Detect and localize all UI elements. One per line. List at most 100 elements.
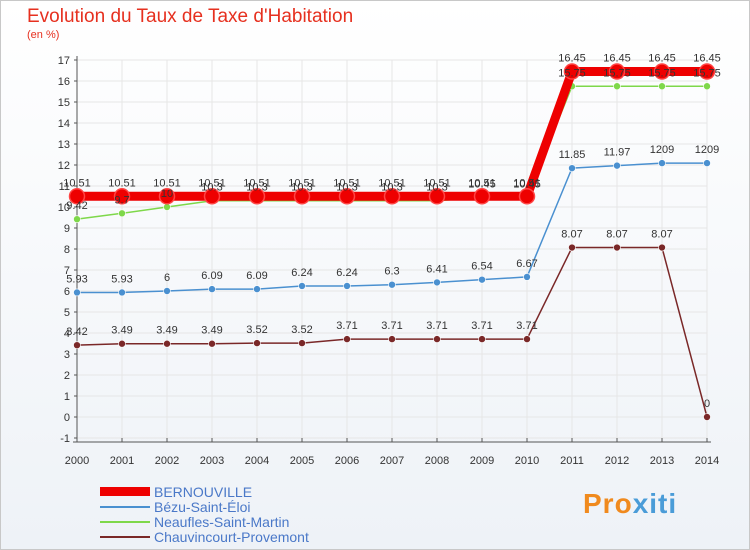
data-label-bernouville: 10.51 xyxy=(288,177,316,189)
data-label-bernouville: 10.51 xyxy=(108,177,136,189)
legend-swatch xyxy=(100,520,150,523)
data-label-bernouville: 10.51 xyxy=(378,177,406,189)
x-tick-label: 2009 xyxy=(470,455,494,467)
data-label-bernouville: 10.51 xyxy=(423,177,451,189)
data-point-chauvincourt-provemont xyxy=(118,339,126,348)
data-label-bernouville: 10.51 xyxy=(513,177,541,189)
data-label-bernouville: 16.45 xyxy=(693,53,721,65)
data-label-chauvincourt-provemont: 3.71 xyxy=(516,320,537,332)
y-tick-label: 6 xyxy=(64,286,70,298)
legend-swatch xyxy=(100,505,150,508)
x-tick-label: 2006 xyxy=(335,455,359,467)
data-label-chauvincourt-provemont: 3.49 xyxy=(111,325,132,337)
data-label-bernouville: 10.51 xyxy=(243,177,271,189)
data-point-chauvincourt-provemont xyxy=(73,341,81,349)
data-label-neaufles-saint-martin: 10.3 xyxy=(246,182,267,194)
y-tick-label: 10 xyxy=(58,202,70,214)
data-point-chauvincourt-provemont xyxy=(253,339,261,347)
data-point-b-zu-saint-loi xyxy=(658,159,666,167)
unit-label: (en %) xyxy=(27,29,60,41)
brand-logo-part2: xiti xyxy=(632,488,678,519)
x-tick-label: 2010 xyxy=(515,455,539,467)
data-label-chauvincourt-provemont: 3.42 xyxy=(66,326,87,338)
x-tick-label: 2005 xyxy=(290,455,314,467)
data-point-chauvincourt-provemont xyxy=(388,335,396,343)
x-tick-label: 2002 xyxy=(155,455,179,467)
data-label-bernouville: 16.45 xyxy=(648,53,676,65)
y-tick-label: 14 xyxy=(58,118,70,130)
y-tick-label: 1 xyxy=(64,391,70,403)
data-label-b-zu-saint-loi: 6.67 xyxy=(516,258,537,270)
data-point-neaufles-saint-martin xyxy=(73,215,81,223)
data-label-b-zu-saint-loi: 5.93 xyxy=(111,273,132,285)
y-tick-label: 2 xyxy=(64,370,70,382)
legend-swatch xyxy=(100,487,150,496)
data-label-chauvincourt-provemont: 3.71 xyxy=(336,320,357,332)
x-tick-label: 2008 xyxy=(425,455,449,467)
data-label-bernouville: 10.51 xyxy=(333,177,361,189)
legend-item: Bézu-Saint-Éloi xyxy=(100,498,309,515)
data-point-bernouville xyxy=(473,188,491,205)
data-point-b-zu-saint-loi xyxy=(208,285,216,293)
data-point-b-zu-saint-loi xyxy=(298,282,306,290)
y-tick-label: 17 xyxy=(58,55,70,67)
data-point-chauvincourt-provemont xyxy=(703,413,711,421)
data-label-b-zu-saint-loi: 11.85 xyxy=(559,149,586,161)
data-label-b-zu-saint-loi: 6.24 xyxy=(291,267,312,279)
data-point-chauvincourt-provemont xyxy=(658,243,666,252)
y-tick-label: 7 xyxy=(64,265,70,277)
data-point-bernouville xyxy=(248,188,266,205)
data-label-neaufles-saint-martin: 10.3 xyxy=(381,182,402,194)
data-label-neaufles-saint-martin: 15.75 xyxy=(603,67,631,79)
data-label-b-zu-saint-loi: 1209 xyxy=(650,144,674,156)
data-point-bernouville xyxy=(563,63,581,80)
data-point-bernouville xyxy=(383,188,401,205)
data-point-b-zu-saint-loi xyxy=(703,159,711,167)
data-label-b-zu-saint-loi: 6.3 xyxy=(384,266,399,278)
data-label-chauvincourt-provemont: 0 xyxy=(704,398,710,410)
brand-logo-part1: Pro xyxy=(583,488,633,519)
data-point-bernouville xyxy=(203,188,221,205)
data-point-b-zu-saint-loi xyxy=(73,288,81,297)
y-tick-label: 0 xyxy=(64,412,70,424)
legend-item: BERNOUVILLE xyxy=(100,484,309,500)
data-label-neaufles-saint-martin: 10.3 xyxy=(201,182,222,194)
x-tick-label: 2014 xyxy=(695,455,719,467)
data-label-neaufles-saint-martin: 10.3 xyxy=(291,182,312,194)
y-tick-label: 5 xyxy=(64,307,70,319)
data-point-b-zu-saint-loi xyxy=(163,287,171,295)
data-point-bernouville xyxy=(68,188,86,205)
y-tick-label: 11 xyxy=(59,181,70,193)
data-label-bernouville: 16.45 xyxy=(603,53,631,65)
legend-swatch xyxy=(100,535,150,538)
y-tick-label: 15 xyxy=(58,97,70,109)
data-label-chauvincourt-provemont: 8.07 xyxy=(606,229,627,241)
y-tick-label: 9 xyxy=(64,223,70,235)
data-point-b-zu-saint-loi xyxy=(118,288,126,297)
legend-label: Chauvincourt-Provemont xyxy=(154,528,309,545)
data-label-neaufles-saint-martin: 9.7 xyxy=(114,194,129,206)
data-point-bernouville xyxy=(608,63,626,80)
data-point-b-zu-saint-loi xyxy=(568,164,576,172)
data-point-chauvincourt-provemont xyxy=(208,339,216,348)
legend-label: Bézu-Saint-Éloi xyxy=(154,498,251,515)
data-label-b-zu-saint-loi: 6.54 xyxy=(471,261,492,273)
data-label-bernouville: 10.51 xyxy=(153,177,181,189)
data-point-b-zu-saint-loi xyxy=(478,275,486,284)
data-label-b-zu-saint-loi: 6.09 xyxy=(246,270,267,282)
data-label-neaufles-saint-martin: 15.75 xyxy=(558,67,586,79)
x-tick-label: 2003 xyxy=(200,455,224,467)
data-point-chauvincourt-provemont xyxy=(343,335,351,343)
data-label-neaufles-saint-martin: 10.45 xyxy=(468,179,496,191)
data-point-bernouville xyxy=(293,188,311,205)
data-point-b-zu-saint-loi xyxy=(253,285,261,293)
data-point-neaufles-saint-martin xyxy=(658,82,666,91)
data-point-bernouville xyxy=(518,188,536,205)
data-label-neaufles-saint-martin: 10 xyxy=(161,188,173,200)
y-tick-label: 4 xyxy=(64,328,70,340)
data-label-b-zu-saint-loi: 6.41 xyxy=(426,263,447,275)
y-tick-label: 13 xyxy=(58,139,70,151)
data-point-chauvincourt-provemont xyxy=(478,335,486,343)
y-tick-label: 3 xyxy=(64,349,70,361)
